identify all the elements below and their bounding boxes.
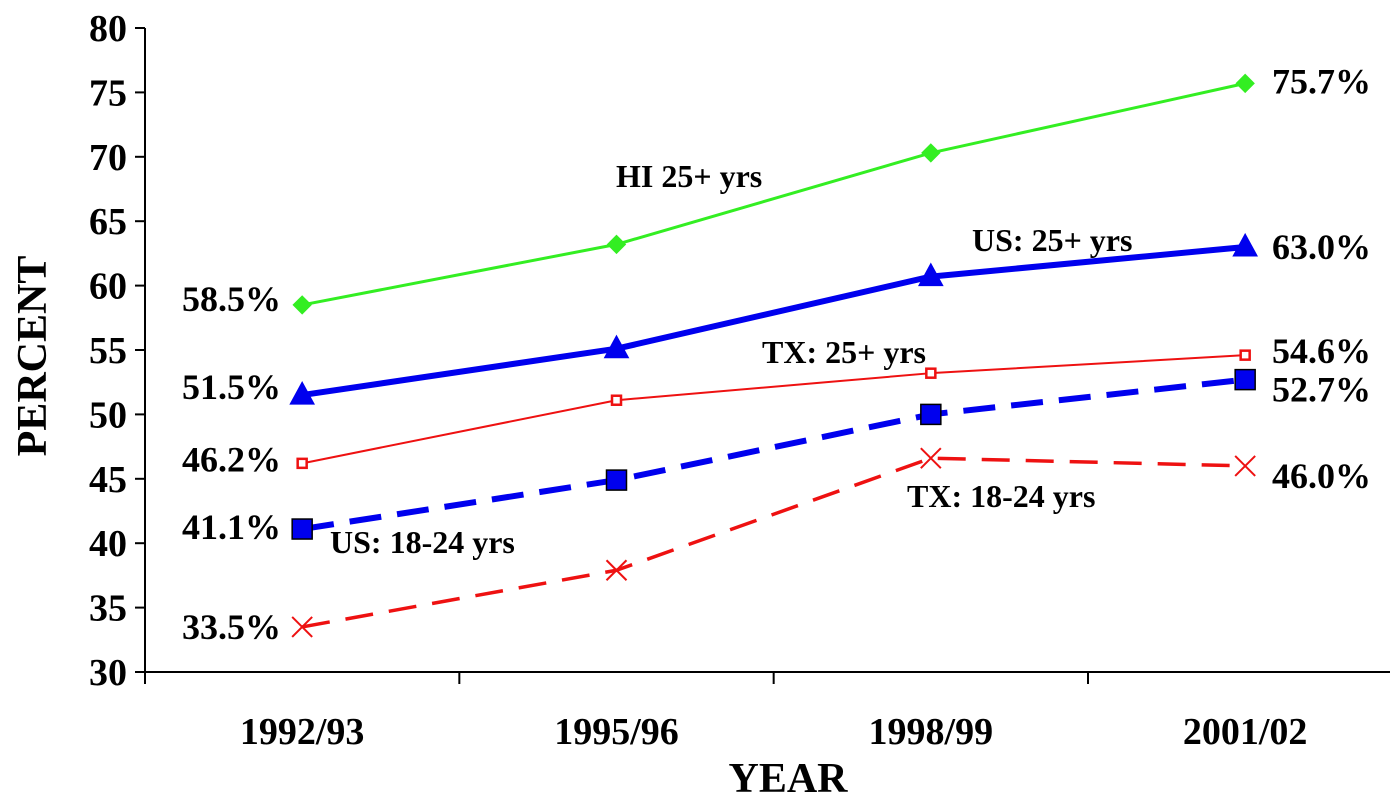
series-4-point-3 <box>1234 455 1256 477</box>
y-tick-label: 35 <box>89 588 127 630</box>
series-4-point-2 <box>920 447 942 469</box>
series-name-label: US: 25+ yrs <box>972 222 1132 258</box>
series-1-point-1 <box>603 334 630 359</box>
y-tick-label: 70 <box>89 137 127 179</box>
series-3-point-2 <box>920 403 942 426</box>
series-3-point-0 <box>291 518 313 540</box>
series-start-label: 33.5% <box>182 607 281 647</box>
series-name-label: TX: 18-24 yrs <box>907 478 1095 514</box>
y-tick-label: 60 <box>89 266 127 308</box>
series-start-label: 41.1% <box>182 507 281 547</box>
series-1-point-0 <box>289 381 316 405</box>
series-line-3 <box>301 376 1246 532</box>
data-labels: 58.5% 75.7% 51.5% 63.0% 46.2% 54.6% 41.1% 52.7%… <box>182 61 1371 647</box>
series-1-point-2 <box>917 262 944 287</box>
series-end-label: 46.0% <box>1272 456 1371 496</box>
series-end-label: 63.0% <box>1272 227 1371 267</box>
series-end-label: 54.6% <box>1272 331 1371 371</box>
x-axis-title: YEAR <box>728 756 848 801</box>
series-2-point-3 <box>1239 349 1251 361</box>
series-markers <box>289 73 1259 638</box>
series-0-point-3 <box>1235 73 1255 94</box>
series-3-point-1 <box>605 469 628 491</box>
series-4-point-1 <box>605 559 628 581</box>
y-tick-label: 30 <box>89 652 127 694</box>
series-end-label: 75.7% <box>1272 61 1371 101</box>
series-line-4 <box>301 456 1246 629</box>
x-tick-label: 1992/93 <box>240 711 365 753</box>
series-0-point-1 <box>606 234 627 255</box>
series-4-point-0 <box>291 616 313 638</box>
y-tick-label: 45 <box>89 459 127 501</box>
x-axis: 1992/93 1995/96 1998/99 2001/02 <box>144 671 1390 753</box>
series-lines <box>301 81 1246 629</box>
series-start-label: 46.2% <box>182 439 281 479</box>
x-tick-label: 2001/02 <box>1183 711 1308 753</box>
series-start-label: 51.5% <box>182 367 281 407</box>
series-2-point-2 <box>925 367 937 379</box>
y-tick-label: 65 <box>89 201 127 243</box>
series-name-label: US: 18-24 yrs <box>330 524 515 560</box>
y-tick-label: 55 <box>89 330 127 372</box>
series-start-label: 58.5% <box>182 279 281 319</box>
series-0-point-0 <box>292 295 312 315</box>
series-name-label: TX: 25+ yrs <box>762 334 926 370</box>
series-2-point-0 <box>296 457 308 470</box>
series-end-label: 52.7% <box>1272 370 1371 410</box>
series-line-1 <box>301 243 1246 399</box>
y-tick-label: 75 <box>89 72 127 114</box>
y-axis: 30 35 40 45 50 55 60 65 70 75 80 <box>89 8 146 694</box>
y-tick-label: 40 <box>89 523 127 565</box>
series-2-point-1 <box>610 394 623 406</box>
series-1-point-3 <box>1232 232 1259 257</box>
series-line-2 <box>301 354 1246 465</box>
series-line-0 <box>301 81 1246 307</box>
series-name-label: HI 25+ yrs <box>616 158 762 194</box>
y-tick-label: 50 <box>89 394 127 436</box>
x-tick-label: 1995/96 <box>554 711 679 753</box>
y-tick-label: 80 <box>89 8 127 50</box>
y-axis-title: PERCENT <box>10 256 56 457</box>
series-3-point-3 <box>1234 368 1256 391</box>
x-tick-label: 1998/99 <box>869 711 994 753</box>
series-0-point-2 <box>921 143 941 163</box>
